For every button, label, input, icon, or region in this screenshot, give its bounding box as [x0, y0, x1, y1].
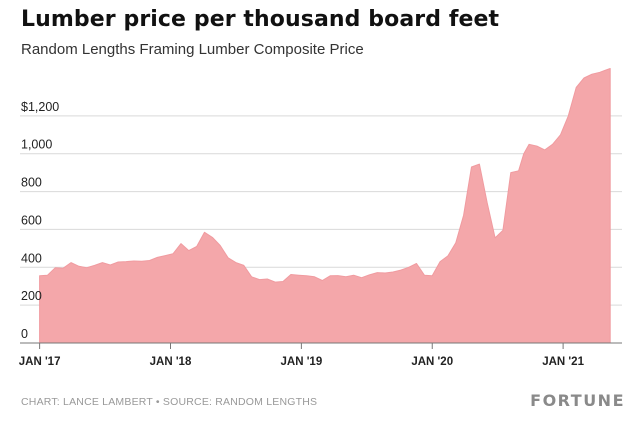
y-tick-label: $1,200	[21, 100, 59, 114]
price-area	[39, 68, 611, 344]
y-tick-label: 0	[21, 327, 28, 341]
y-tick-label: 1,000	[21, 138, 52, 152]
y-tick-label: 200	[21, 289, 42, 303]
chart-subtitle: Random Lengths Framing Lumber Composite …	[21, 41, 364, 58]
chart-title: Lumber price per thousand board feet	[21, 7, 500, 32]
x-tick-label: JAN '18	[150, 356, 192, 368]
x-tick-label: JAN '17	[19, 356, 61, 368]
x-tick-label: JAN '20	[411, 356, 453, 368]
y-tick-label: 600	[21, 213, 42, 227]
y-axis-ticks: 0 200 400 600 800 1,000 $1,200	[21, 100, 59, 341]
x-axis: JAN '17 JAN '18 JAN '19 JAN '20 JAN '21	[19, 342, 622, 368]
y-tick-label: 800	[21, 176, 42, 190]
x-tick-label: JAN '21	[542, 356, 584, 368]
y-tick-label: 400	[21, 251, 42, 265]
source-credit: CHART: LANCE LAMBERT • SOURCE: RANDOM LE…	[21, 396, 318, 408]
fortune-logo: FORTUNE	[530, 391, 625, 410]
x-tick-label: JAN '19	[281, 356, 323, 368]
